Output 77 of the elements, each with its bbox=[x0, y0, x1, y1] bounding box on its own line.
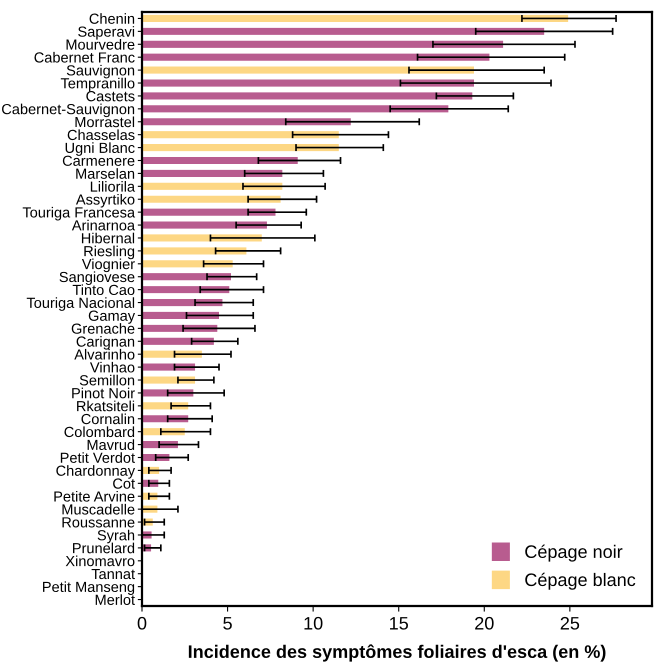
y-tick-label: Colombard bbox=[64, 426, 134, 438]
bar bbox=[142, 338, 214, 345]
bar bbox=[142, 92, 472, 100]
x-axis-title: Incidence des symptômes foliaires d'esca (en %) bbox=[188, 644, 606, 662]
y-tick-label: Hibernal bbox=[82, 232, 134, 244]
y-tick-label: Gamay bbox=[88, 310, 136, 324]
bar bbox=[142, 182, 282, 190]
y-tick-label: Chenin bbox=[90, 13, 134, 24]
y-tick-label: Cabernet-Sauvignon bbox=[2, 104, 134, 118]
bar bbox=[142, 222, 267, 229]
bar bbox=[142, 208, 276, 216]
bar bbox=[142, 286, 230, 294]
x-tick-label: 10 bbox=[304, 616, 322, 630]
x-tick-label: 25 bbox=[560, 616, 580, 630]
y-tick-label: Pinot Noir bbox=[72, 388, 135, 398]
y-tick-label: Arinarnoa bbox=[72, 220, 136, 230]
y-tick-label: Merlot bbox=[96, 594, 135, 605]
y-tick-label: Syrah bbox=[98, 530, 134, 544]
y-tick-label: Ugni Blanc bbox=[66, 142, 135, 156]
y-tick-label: Roussanne bbox=[62, 517, 134, 528]
y-tick-label: Touriga Francesa bbox=[22, 206, 136, 220]
bar bbox=[142, 105, 448, 112]
y-tick-label: Prunelard bbox=[73, 542, 134, 554]
y-tick-label: Petit Manseng bbox=[43, 581, 134, 595]
y-tick-label: Tinto Cao bbox=[72, 284, 134, 296]
y-tick-label: Chardonnay bbox=[56, 465, 136, 479]
y-tick-label: Xinomavro bbox=[66, 556, 134, 566]
y-tick-label: Chasselas bbox=[68, 129, 135, 140]
y-tick-label: Tempranillo bbox=[60, 78, 134, 92]
bar bbox=[142, 118, 351, 126]
x-tick-label: 15 bbox=[390, 617, 408, 630]
x-tick-label: 20 bbox=[475, 616, 494, 630]
y-tick-label: Liliorila bbox=[90, 181, 136, 192]
y-tick-label: Mavrud bbox=[88, 439, 134, 450]
bar bbox=[142, 247, 246, 254]
y-tick-label: Mourvedre bbox=[66, 39, 134, 50]
y-tick-label: Touriga Nacional bbox=[26, 297, 134, 311]
bar bbox=[142, 79, 474, 87]
x-tick-label: 0 bbox=[138, 616, 146, 630]
y-tick-label: Saperavi bbox=[78, 26, 134, 40]
bar bbox=[142, 196, 281, 203]
y-tick-label: Riesling bbox=[84, 246, 134, 260]
y-tick-label: Morrastel bbox=[75, 116, 134, 128]
y-tick-label: Carmenere bbox=[62, 156, 134, 166]
y-tick-label: Castets bbox=[86, 91, 135, 102]
y-tick-label: Semillon bbox=[80, 374, 134, 386]
bar bbox=[142, 28, 544, 35]
bar bbox=[142, 131, 339, 138]
bar bbox=[142, 66, 474, 74]
y-tick-label: Rkatsiteli bbox=[77, 400, 134, 412]
bar bbox=[142, 54, 490, 61]
y-tick-label: Cot bbox=[113, 478, 135, 489]
bar bbox=[142, 260, 233, 268]
y-tick-label: Cornalin bbox=[81, 413, 134, 424]
y-tick-label: Sangiovese bbox=[60, 271, 134, 286]
bar bbox=[142, 273, 231, 280]
y-tick-label: Viognier bbox=[82, 258, 135, 272]
bar bbox=[142, 40, 504, 48]
y-tick-label: Petite Arvine bbox=[54, 490, 134, 502]
y-tick-label: Carignan bbox=[76, 336, 134, 350]
y-tick-label: Marselan bbox=[76, 168, 134, 179]
y-tick-label: Petit Verdot bbox=[60, 452, 135, 463]
bar bbox=[142, 14, 568, 22]
y-tick-label: Muscadelle bbox=[62, 504, 134, 515]
y-tick-label: Grenache bbox=[72, 323, 134, 334]
y-tick-label: Alvarinho bbox=[74, 348, 134, 360]
legend-label: Cépage blanc bbox=[525, 572, 636, 590]
y-tick-label: Cabernet Franc bbox=[34, 52, 135, 63]
bar bbox=[142, 144, 339, 152]
y-tick-label: Vinhao bbox=[90, 362, 134, 373]
y-tick-label: Assyrtiko bbox=[76, 194, 134, 208]
y-tick-label: Sauvignon bbox=[66, 64, 134, 78]
bar bbox=[142, 170, 282, 177]
legend-label: Cépage noir bbox=[525, 544, 622, 562]
bar bbox=[142, 156, 298, 164]
x-tick-label: 5 bbox=[223, 617, 232, 630]
y-tick-label: Tannat bbox=[92, 568, 135, 580]
